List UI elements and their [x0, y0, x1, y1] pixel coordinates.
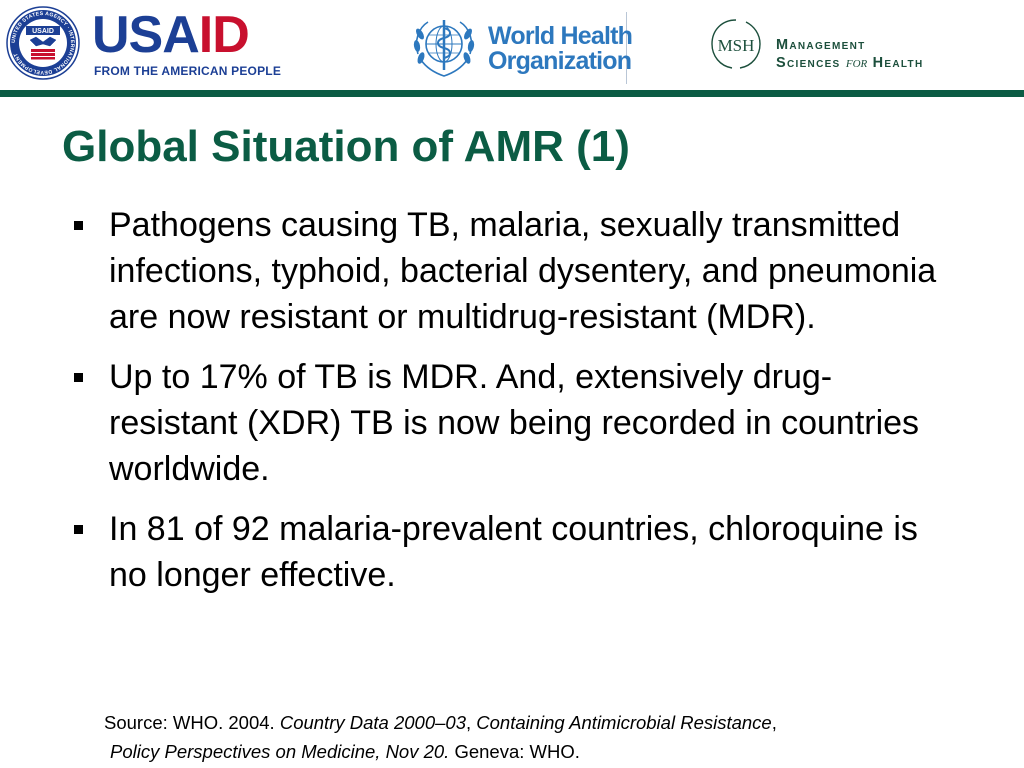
- bullet-text: Pathogens causing TB, malaria, sexually …: [109, 206, 937, 336]
- source-title-3: Policy Perspectives on Medicine, Nov 20.: [110, 741, 450, 762]
- source-sep-1: ,: [465, 712, 477, 733]
- source-title-2: Containing Antimicrobial Resistance: [476, 712, 772, 733]
- source-suffix: Geneva: WHO.: [449, 741, 580, 762]
- who-wordmark: World Health Organization: [488, 22, 633, 75]
- logo-bar: UNITED STATES AGENCY · INTERNATIONAL DEV…: [0, 0, 1024, 90]
- usaid-seal-label: USAID: [32, 28, 54, 35]
- square-bullet-icon: [74, 525, 83, 534]
- square-bullet-icon: [74, 221, 83, 230]
- who-wordmark-line2: Organization: [488, 47, 632, 75]
- source-sep-2: ,: [771, 712, 777, 733]
- bullet-text: Up to 17% of TB is MDR. And, extensively…: [109, 358, 920, 488]
- msh-monogram-text: MSH: [718, 36, 755, 55]
- bullet-text: In 81 of 92 malaria-prevalent countries,…: [109, 510, 918, 594]
- msh-wordmark: Management Sciences for Health: [776, 36, 923, 72]
- who-logo: World Health Organization: [408, 12, 633, 84]
- square-bullet-icon: [74, 373, 83, 382]
- msh-wordmark-health: Health: [872, 55, 924, 71]
- source-prefix: Source: WHO. 2004.: [104, 712, 280, 733]
- header-divider: [0, 90, 1024, 97]
- bullet-item: In 81 of 92 malaria-prevalent countries,…: [74, 506, 954, 598]
- source-citation: Source: WHO. 2004. Country Data 2000–03,…: [104, 708, 777, 766]
- msh-wordmark-sciences: Sciences: [776, 55, 841, 71]
- usaid-wordmark-id: ID: [198, 6, 250, 64]
- msh-wordmark-line2: Sciences for Health: [776, 54, 923, 72]
- msh-wordmark-for: for: [845, 55, 868, 71]
- bullet-item: Pathogens causing TB, malaria, sexually …: [74, 202, 954, 340]
- source-title-1: Country Data 2000–03: [279, 712, 466, 733]
- usaid-wordmark-usa: USA: [92, 6, 200, 64]
- bullet-item: Up to 17% of TB is MDR. And, extensively…: [74, 354, 954, 492]
- msh-wordmark-line1: Management: [776, 37, 866, 53]
- who-wordmark-line1: World Health: [488, 22, 633, 50]
- msh-monogram-icon: MSH: [711, 19, 761, 69]
- slide-title: Global Situation of AMR (1): [62, 122, 630, 171]
- usaid-tagline: FROM THE AMERICAN PEOPLE: [94, 64, 282, 78]
- who-emblem-icon: [413, 20, 475, 77]
- usaid-seal-icon: UNITED STATES AGENCY · INTERNATIONAL DEV…: [6, 6, 80, 80]
- bullet-list: Pathogens causing TB, malaria, sexually …: [74, 202, 954, 612]
- source-line-2: Policy Perspectives on Medicine, Nov 20.…: [104, 737, 777, 766]
- usaid-wordmark: USAID: [92, 6, 250, 64]
